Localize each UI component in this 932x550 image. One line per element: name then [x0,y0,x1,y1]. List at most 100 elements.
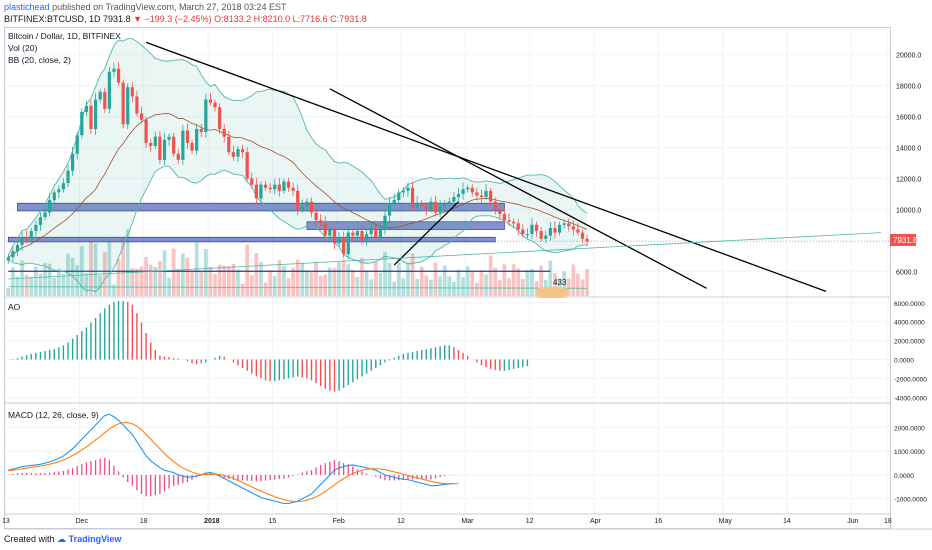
candle-body [277,184,281,191]
volume-bar [226,266,231,296]
volume-bar [396,262,401,296]
candle-body [268,187,272,190]
volume-bar [350,269,355,296]
candle-body [231,152,235,157]
volume-bar [222,265,227,296]
volume-bar [424,275,429,296]
volume-bar [176,269,181,296]
channel-line [8,286,588,289]
price-axis[interactable] [890,27,932,529]
volume-bar [406,262,410,296]
symbol-bar: BITFINEX:BTCUSD, 1D 7931.8 ▼ −199.3 (−2.… [4,14,367,24]
volume-bar [355,277,360,296]
time-tick-label: 2018 [204,518,220,525]
bb-fill [8,38,588,292]
trendline [145,41,827,292]
volume-bar [530,269,534,296]
candle-body [443,203,447,207]
down-arrow-icon: ▼ [133,14,142,24]
candle-body [360,231,364,241]
volume-bar [112,284,116,296]
volume-bar [181,253,185,296]
time-tick-label: 18 [884,518,892,525]
candle-body [167,136,171,140]
volume-bar [171,248,176,296]
ao-tick-label: 2000.0000 [894,339,925,346]
volume-bar [314,261,318,296]
volume-bar [61,274,66,296]
candle-body [332,229,337,244]
macd-tick-label: -1000.0000 [894,497,927,504]
candle-body [29,231,33,241]
candle-body [199,128,203,133]
candle-body [530,224,534,235]
volume-bar [328,267,332,296]
candle-body [525,234,529,236]
volume-bar [300,262,305,296]
volume-bar [410,253,415,296]
volume-bar [199,271,204,296]
indicator-vol: Vol (20) [8,43,38,53]
indicator-bb: BB (20, close, 2) [8,55,71,65]
volume-bar [465,266,470,296]
candle-body [149,142,153,146]
candle-body [263,184,268,188]
volume-bar [98,275,103,296]
macd-tick-label: 0.0000 [894,473,914,480]
candle-body [548,227,552,236]
volume-bar [392,281,397,296]
time-tick-label: 15 [268,518,276,525]
volume-bar [93,243,98,296]
time-tick-label: Jun [847,518,858,525]
volume-bar [562,271,566,296]
candle-body [218,107,222,129]
candle-body [66,170,70,184]
volume-bar [571,264,576,296]
volume-bar [43,263,47,296]
candle-body [204,99,208,133]
candle-body [282,181,286,191]
volume-bar [383,252,387,296]
volume-bar [203,249,208,296]
candle-body [195,128,199,151]
candle-body [397,192,401,201]
time-tick-label: Apr [590,518,602,525]
candle-body [415,203,419,208]
price-tick-label: 10000.0 [896,207,921,214]
candle-body [493,201,497,210]
volume-bar [419,266,424,296]
volume-bar [245,244,250,296]
candle-body [355,231,360,236]
volume-bar [153,267,158,296]
candle-body [75,135,79,154]
username-link[interactable]: plastichead [4,2,50,12]
volume-bar [254,253,259,296]
volume-bar [539,265,544,296]
candle-body [84,105,88,112]
volume-bar [447,276,452,296]
candle-body [475,192,479,196]
candle-body [544,235,548,239]
volume-bar [346,263,351,296]
volume-bar [208,266,213,296]
volume-bar [121,238,125,296]
volume-badge: 433 [553,278,567,287]
price-tick-label: 16000.0 [896,115,921,122]
volume-bar [511,264,516,296]
candle-body [351,232,355,236]
candle-body [374,227,378,238]
trendline [329,88,707,289]
volume-bar [130,268,135,296]
candle-body [71,153,75,171]
candle-body [286,181,291,188]
candle-body [107,71,111,109]
candle-body [181,130,185,160]
candle-body [539,231,543,239]
volume-bar [318,275,323,296]
volume-bar [185,257,190,296]
tradingview-brand[interactable]: TradingView [68,534,122,544]
candle-body [38,217,43,225]
volume-bar [240,283,245,296]
candle-body [466,187,470,190]
